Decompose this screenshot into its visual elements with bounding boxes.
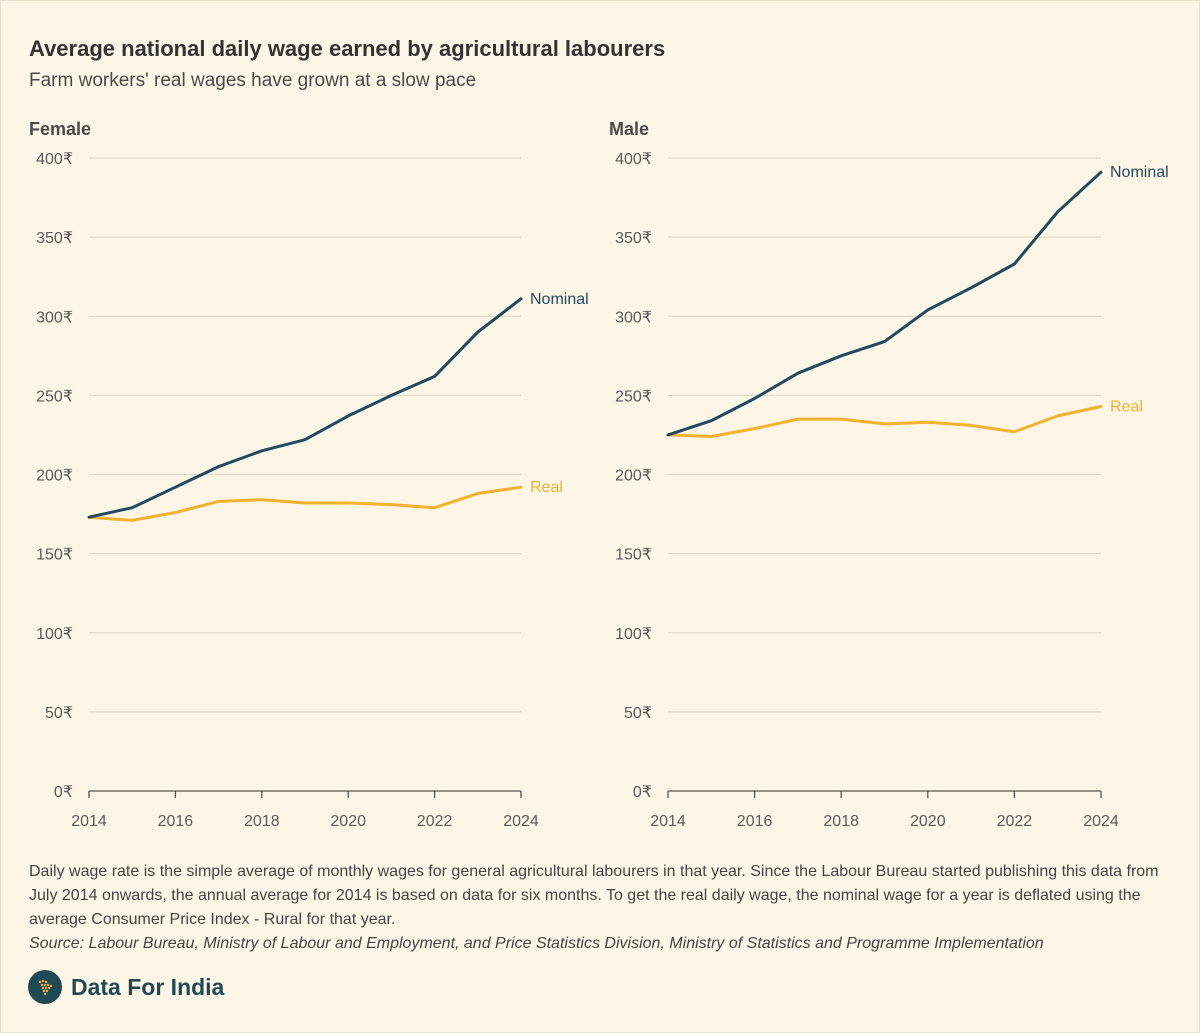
female-x-tick-label: 2016 xyxy=(158,813,194,830)
male-real-series-label: Real xyxy=(1110,398,1143,415)
male-y-tick-label: 350₹ xyxy=(615,230,652,247)
male-y-tick-label: 400₹ xyxy=(615,151,652,168)
female-y-tick-label: 100₹ xyxy=(36,626,73,643)
female-nominal-series-line xyxy=(87,297,523,519)
male-y-tick-label: 50₹ xyxy=(624,705,652,722)
female-x-tick-label: 2024 xyxy=(503,813,539,830)
chart-subtitle: Farm workers' real wages have grown at a… xyxy=(29,70,477,91)
male-x-tick-label: 2016 xyxy=(737,813,773,830)
brand-name: Data For India xyxy=(71,973,225,1000)
chart-note: Daily wage rate is the simple average of… xyxy=(29,863,1159,928)
female-x-tick-label: 2022 xyxy=(417,813,453,830)
male-nominal-series-line xyxy=(666,170,1103,437)
male-y-tick-label: 250₹ xyxy=(615,388,652,405)
female-y-tick-label: 350₹ xyxy=(36,230,73,247)
male-x-tick-label: 2018 xyxy=(823,813,859,830)
female-y-tick-label: 300₹ xyxy=(36,309,73,326)
male-y-tick-label: 300₹ xyxy=(615,309,652,326)
female-y-tick-label: 150₹ xyxy=(36,547,73,564)
male-real-series-line xyxy=(666,405,1103,438)
male-x-tick-label: 2014 xyxy=(650,813,686,830)
female-nominal-series-label: Nominal xyxy=(530,291,589,308)
male-x-tick-label: 2024 xyxy=(1083,813,1119,830)
male-x-tick-label: 2022 xyxy=(997,813,1033,830)
male-y-tick-label: 0₹ xyxy=(633,784,652,801)
female-x-tick-label: 2020 xyxy=(330,813,366,830)
panel-title-female: Female xyxy=(29,119,92,139)
female-y-tick-label: 400₹ xyxy=(36,151,73,168)
female-real-series-label: Real xyxy=(530,479,563,496)
female-real-series-line xyxy=(87,485,523,522)
female-y-tick-label: 250₹ xyxy=(36,388,73,405)
male-y-tick-label: 100₹ xyxy=(615,626,652,643)
male-x-tick-label: 2020 xyxy=(910,813,946,830)
male-nominal-series-label: Nominal xyxy=(1110,164,1169,181)
india-map-icon xyxy=(28,970,62,1004)
female-x-tick-label: 2014 xyxy=(71,813,107,830)
female-y-tick-label: 200₹ xyxy=(36,468,73,485)
male-y-tick-label: 200₹ xyxy=(615,468,652,485)
chart-title: Average national daily wage earned by ag… xyxy=(29,36,666,61)
female-y-tick-label: 50₹ xyxy=(45,705,73,722)
female-y-tick-label: 0₹ xyxy=(54,784,73,801)
panel-title-male: Male xyxy=(609,119,650,139)
brand: Data For India xyxy=(28,968,224,1006)
chart-source: Source: Labour Bureau, Ministry of Labou… xyxy=(29,935,1044,952)
female-x-tick-label: 2018 xyxy=(244,813,280,830)
male-y-tick-label: 150₹ xyxy=(615,547,652,564)
